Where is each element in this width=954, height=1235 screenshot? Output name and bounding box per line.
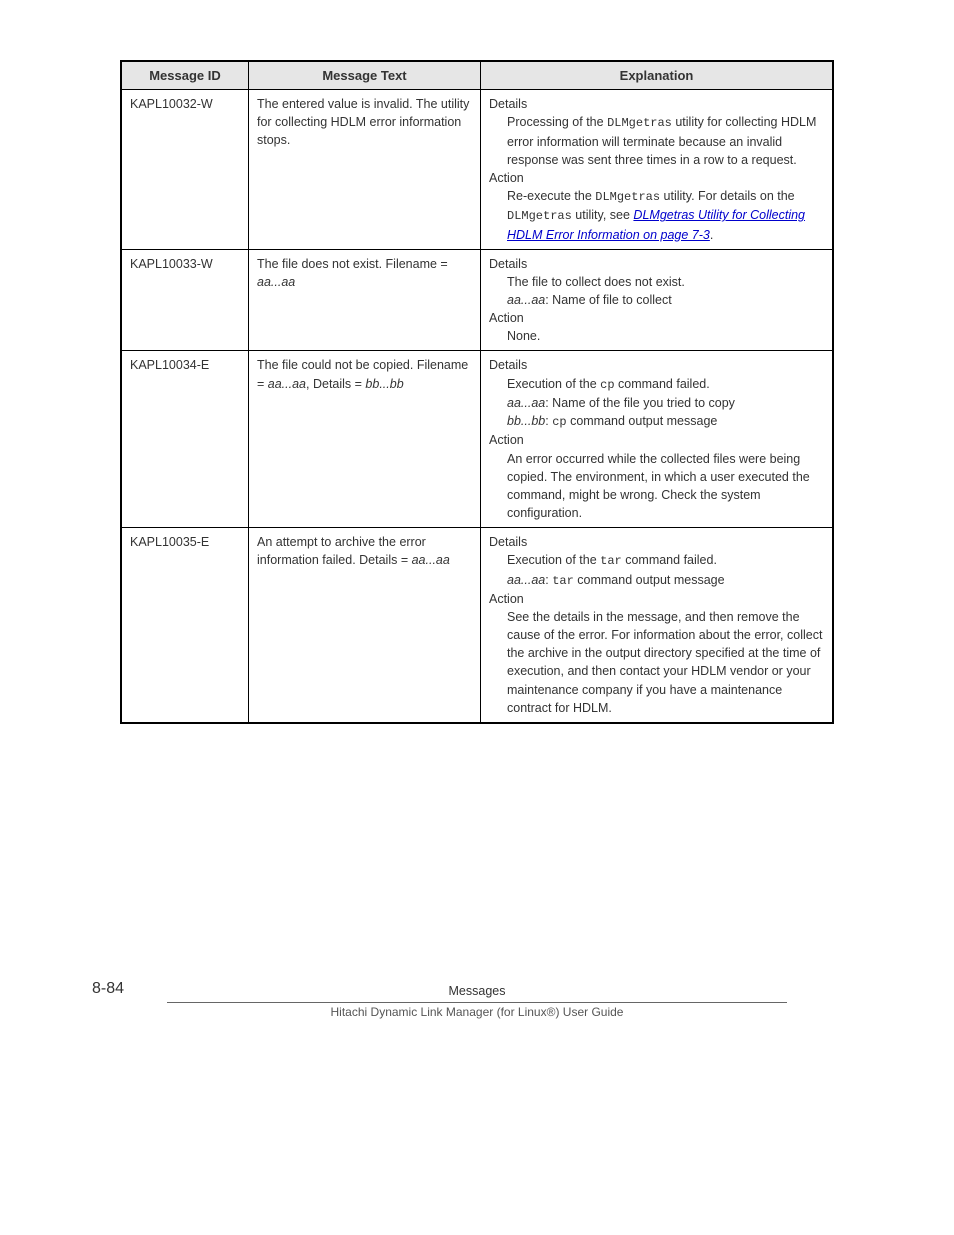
explanation-cell: Details Processing of the DLMgetras util…: [481, 90, 834, 250]
message-text-cell: The entered value is invalid. The utilit…: [249, 90, 481, 250]
message-text-cell: An attempt to archive the error informat…: [249, 528, 481, 723]
message-text-cell: The file could not be copied. Filename =…: [249, 351, 481, 528]
footer-subtitle: Hitachi Dynamic Link Manager (for Linux®…: [120, 1005, 834, 1019]
action-text: Re-execute the DLMgetras utility. For de…: [489, 187, 824, 244]
header-explanation: Explanation: [481, 61, 834, 90]
details-text: The file to collect does not exist.: [489, 273, 824, 291]
message-id-cell: KAPL10033-W: [121, 249, 249, 351]
header-message-id: Message ID: [121, 61, 249, 90]
details-text: aa...aa: Name of file to collect: [489, 291, 824, 309]
action-text: None.: [489, 327, 824, 345]
action-label: Action: [489, 169, 824, 187]
table-row: KAPL10033-W The file does not exist. Fil…: [121, 249, 833, 351]
details-label: Details: [489, 356, 824, 374]
details-label: Details: [489, 533, 824, 551]
table-row: KAPL10032-W The entered value is invalid…: [121, 90, 833, 250]
message-table: Message ID Message Text Explanation KAPL…: [120, 60, 834, 724]
details-text: aa...aa: tar command output message: [489, 571, 824, 590]
action-label: Action: [489, 590, 824, 608]
action-text: An error occurred while the collected fi…: [489, 450, 824, 523]
explanation-cell: Details Execution of the tar command fai…: [481, 528, 834, 723]
page-content: Message ID Message Text Explanation KAPL…: [0, 0, 954, 1059]
message-id-cell: KAPL10034-E: [121, 351, 249, 528]
page-number: 8-84: [92, 980, 124, 998]
table-header: Message ID Message Text Explanation: [121, 61, 833, 90]
details-label: Details: [489, 255, 824, 273]
action-text: See the details in the message, and then…: [489, 608, 824, 717]
details-text: Execution of the tar command failed.: [489, 551, 824, 570]
action-label: Action: [489, 431, 824, 449]
details-text: Execution of the cp command failed.: [489, 375, 824, 394]
table-row: KAPL10034-E The file could not be copied…: [121, 351, 833, 528]
page-footer: 8-84 Messages Hitachi Dynamic Link Manag…: [120, 984, 834, 1019]
message-text-cell: The file does not exist. Filename = aa..…: [249, 249, 481, 351]
footer-divider: [167, 1002, 787, 1003]
header-message-text: Message Text: [249, 61, 481, 90]
message-id-cell: KAPL10032-W: [121, 90, 249, 250]
details-text: Processing of the DLMgetras utility for …: [489, 113, 824, 169]
details-text: bb...bb: cp command output message: [489, 412, 824, 431]
details-label: Details: [489, 95, 824, 113]
table-row: KAPL10035-E An attempt to archive the er…: [121, 528, 833, 723]
details-text: aa...aa: Name of the file you tried to c…: [489, 394, 824, 412]
explanation-cell: Details The file to collect does not exi…: [481, 249, 834, 351]
action-label: Action: [489, 309, 824, 327]
message-id-cell: KAPL10035-E: [121, 528, 249, 723]
explanation-cell: Details Execution of the cp command fail…: [481, 351, 834, 528]
footer-title: Messages: [449, 984, 506, 998]
